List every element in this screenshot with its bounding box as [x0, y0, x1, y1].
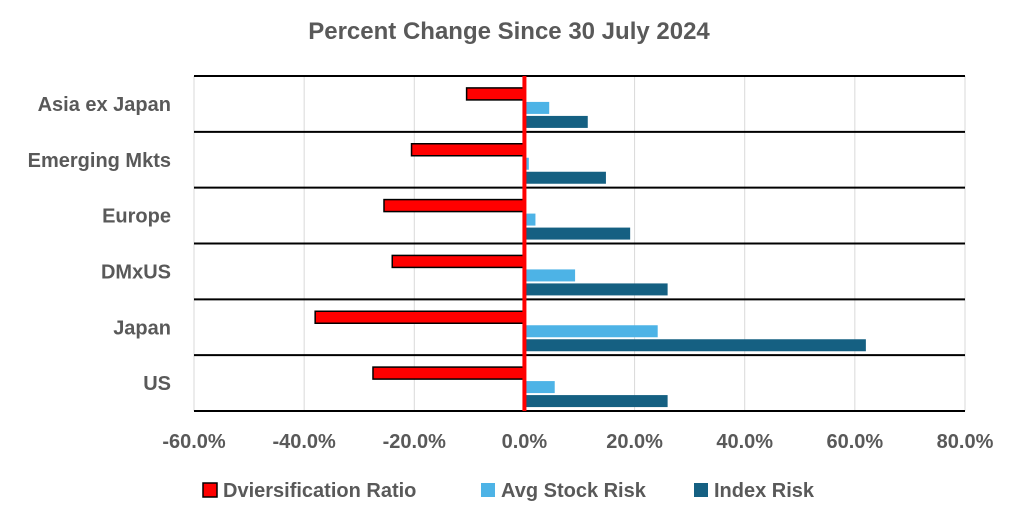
bar-index-risk: [524, 339, 866, 352]
bar-avg-stock-risk: [524, 381, 555, 394]
legend: Dviersification Ratio Avg Stock Risk Index…: [202, 480, 815, 502]
legend-swatch: [694, 483, 708, 497]
category-label: Emerging Mkts: [28, 150, 171, 172]
bar-index-risk: [524, 283, 668, 296]
category-label: DMxUS: [101, 261, 171, 283]
legend-label: Dviersification Ratio: [223, 480, 416, 502]
legend-label: Avg Stock Risk: [501, 480, 647, 502]
category-label: Asia ex Japan: [38, 94, 171, 116]
bar-index-risk: [524, 395, 668, 408]
bar-dviersification-ratio: [314, 310, 526, 324]
bar-dviersification-ratio: [383, 198, 526, 213]
bar-avg-stock-risk: [524, 101, 550, 114]
legend-swatch: [202, 482, 218, 498]
bar-dviersification-ratio: [465, 87, 526, 101]
bar-avg-stock-risk: [524, 269, 576, 282]
bar-avg-stock-risk: [524, 213, 536, 226]
bar-index-risk: [524, 227, 631, 240]
bar-avg-stock-risk: [524, 157, 529, 170]
x-tick-label: 80.0%: [937, 431, 994, 453]
x-tick-label: 60.0%: [826, 431, 883, 453]
bar-dviersification-ratio: [410, 143, 526, 157]
bar-index-risk: [524, 171, 606, 184]
bar-dviersification-ratio: [372, 366, 526, 380]
x-tick-label: 20.0%: [606, 431, 663, 453]
x-tick-label: -20.0%: [383, 431, 447, 453]
legend-label: Index Risk: [714, 480, 815, 502]
category-label: US: [143, 373, 171, 395]
legend-swatch: [481, 483, 495, 497]
x-tick-label: 0.0%: [502, 431, 548, 453]
bar-dviersification-ratio: [391, 254, 526, 269]
category-label: Europe: [102, 206, 171, 228]
bars-layer: [314, 87, 866, 408]
category-label: Japan: [113, 317, 171, 339]
grid-layer: [193, 75, 966, 412]
x-tick-label: -60.0%: [162, 431, 226, 453]
bar-index-risk: [524, 115, 588, 128]
bar-avg-stock-risk: [524, 325, 658, 338]
x-tick-label: 40.0%: [716, 431, 773, 453]
chart-title: Percent Change Since 30 July 2024: [308, 18, 710, 45]
axis-layer: Asia ex Japan Emerging Mkts Europe DMxUS Jap…: [28, 76, 994, 453]
x-tick-label: -40.0%: [272, 431, 336, 453]
